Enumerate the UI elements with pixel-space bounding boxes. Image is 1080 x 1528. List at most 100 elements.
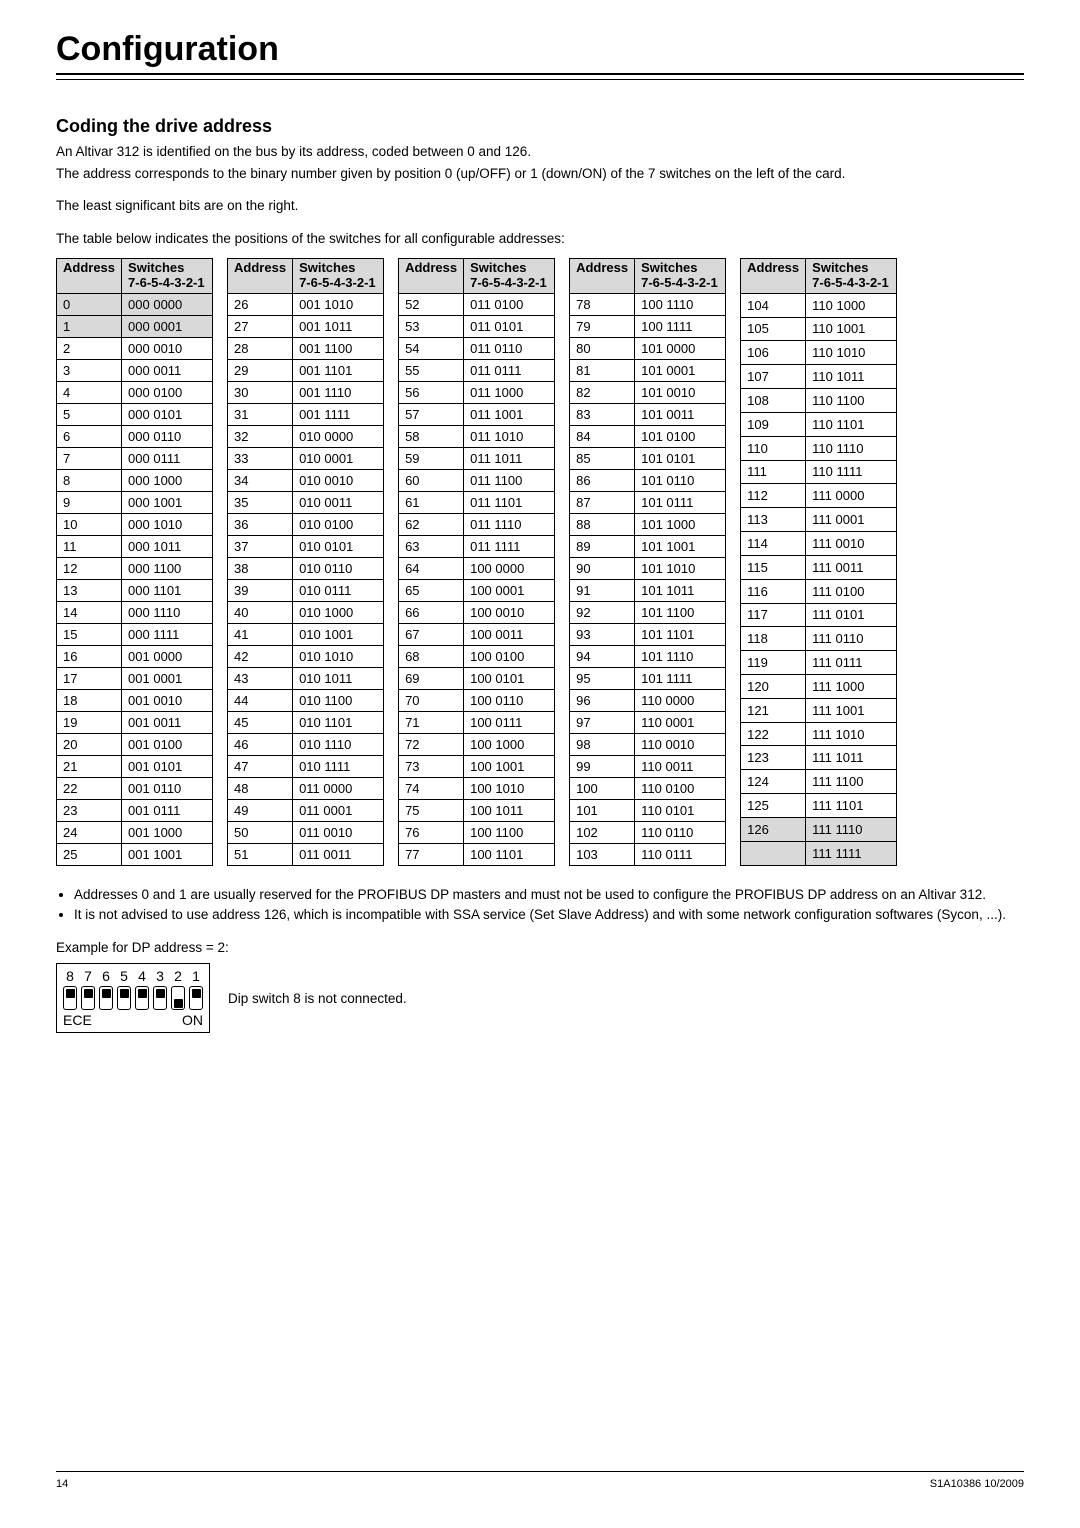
table-row: 89101 1001 [570, 535, 726, 557]
cell-switches: 100 0100 [464, 645, 555, 667]
cell-address: 66 [399, 601, 464, 623]
cell-switches: 011 0111 [464, 359, 555, 381]
table-row: 98110 0010 [570, 733, 726, 755]
cell-switches: 101 0111 [635, 491, 726, 513]
cell-address: 124 [741, 770, 806, 794]
cell-switches: 000 1110 [122, 601, 213, 623]
cell-switches: 110 1011 [806, 365, 897, 389]
table-row: 53011 0101 [399, 315, 555, 337]
cell-switches: 101 0001 [635, 359, 726, 381]
cell-address: 36 [228, 513, 293, 535]
page: Configuration Coding the drive address A… [0, 0, 1080, 1528]
table-row: 83101 0011 [570, 403, 726, 425]
cell-switches: 001 0110 [122, 777, 213, 799]
cell-address: 45 [228, 711, 293, 733]
cell-switches: 101 0100 [635, 425, 726, 447]
table-row: 105110 1001 [741, 317, 897, 341]
cell-address: 52 [399, 293, 464, 315]
table-row: 100110 0100 [570, 777, 726, 799]
cell-address: 115 [741, 555, 806, 579]
cell-switches: 001 1001 [122, 843, 213, 865]
cell-address: 99 [570, 755, 635, 777]
cell-switches: 010 1010 [293, 645, 384, 667]
col-header-address: Address [741, 258, 806, 293]
cell-address: 68 [399, 645, 464, 667]
table-row: 17001 0001 [57, 667, 213, 689]
cell-switches: 001 0011 [122, 711, 213, 733]
table-row: 42010 1010 [228, 645, 384, 667]
cell-address: 8 [57, 469, 122, 491]
cell-address: 34 [228, 469, 293, 491]
cell-address: 72 [399, 733, 464, 755]
cell-address: 20 [57, 733, 122, 755]
table-row: 22001 0110 [57, 777, 213, 799]
cell-address: 42 [228, 645, 293, 667]
table-row: 78100 1110 [570, 293, 726, 315]
cell-address: 14 [57, 601, 122, 623]
cell-address: 85 [570, 447, 635, 469]
cell-address: 88 [570, 513, 635, 535]
table-row: 109110 1101 [741, 412, 897, 436]
dip-switch-diagram: 87654321 ECE ON [56, 963, 210, 1033]
address-table: AddressSwitches7-6-5-4-3-2-178100 111079… [569, 258, 726, 866]
cell-address: 24 [57, 821, 122, 843]
cell-address: 118 [741, 627, 806, 651]
cell-switches: 101 1100 [635, 601, 726, 623]
cell-switches: 101 1000 [635, 513, 726, 535]
table-row: 77100 1101 [399, 843, 555, 865]
cell-switches: 001 1111 [293, 403, 384, 425]
cell-address: 96 [570, 689, 635, 711]
cell-switches: 011 0100 [464, 293, 555, 315]
table-row: 114111 0010 [741, 532, 897, 556]
table-row: 31001 1111 [228, 403, 384, 425]
table-row: 4000 0100 [57, 381, 213, 403]
cell-switches: 111 1010 [806, 722, 897, 746]
cell-switches: 111 1001 [806, 698, 897, 722]
table-row: 104110 1000 [741, 293, 897, 317]
cell-address: 25 [57, 843, 122, 865]
table-row: 79100 1111 [570, 315, 726, 337]
table-row: 59011 1011 [399, 447, 555, 469]
cell-address: 26 [228, 293, 293, 315]
cell-switches: 111 0110 [806, 627, 897, 651]
table-row: 68100 0100 [399, 645, 555, 667]
cell-switches: 111 1111 [806, 841, 897, 865]
table-row: 94101 1110 [570, 645, 726, 667]
cell-switches: 001 0100 [122, 733, 213, 755]
cell-switches: 001 0000 [122, 645, 213, 667]
cell-switches: 011 1000 [464, 381, 555, 403]
cell-address: 56 [399, 381, 464, 403]
cell-switches: 100 1001 [464, 755, 555, 777]
dip-example: 87654321 ECE ON Dip switch 8 is not conn… [56, 963, 1024, 1033]
cell-switches: 100 1111 [635, 315, 726, 337]
example-label: Example for DP address = 2: [56, 940, 1024, 955]
table-row: 88101 1000 [570, 513, 726, 535]
cell-switches: 000 0001 [122, 315, 213, 337]
cell-address: 64 [399, 557, 464, 579]
cell-address: 41 [228, 623, 293, 645]
cell-switches: 111 1011 [806, 746, 897, 770]
cell-switches: 110 0101 [635, 799, 726, 821]
table-row: 103110 0111 [570, 843, 726, 865]
cell-switches: 111 0111 [806, 651, 897, 675]
dip-switch [63, 986, 77, 1010]
table-row: 43010 1011 [228, 667, 384, 689]
cell-address: 109 [741, 412, 806, 436]
cell-switches: 010 0111 [293, 579, 384, 601]
cell-switches: 000 1001 [122, 491, 213, 513]
footer-page-number: 14 [56, 1478, 68, 1490]
cell-switches: 100 0111 [464, 711, 555, 733]
dip-number: 6 [99, 968, 113, 984]
cell-address: 7 [57, 447, 122, 469]
table-row: 8000 1000 [57, 469, 213, 491]
cell-switches: 110 1010 [806, 341, 897, 365]
cell-switches: 100 1010 [464, 777, 555, 799]
table-row: 13000 1101 [57, 579, 213, 601]
dip-switch [117, 986, 131, 1010]
table-row: 126111 1110 [741, 817, 897, 841]
dip-switch [81, 986, 95, 1010]
cell-address: 114 [741, 532, 806, 556]
table-row: 70100 0110 [399, 689, 555, 711]
cell-switches: 101 1010 [635, 557, 726, 579]
cell-address: 94 [570, 645, 635, 667]
